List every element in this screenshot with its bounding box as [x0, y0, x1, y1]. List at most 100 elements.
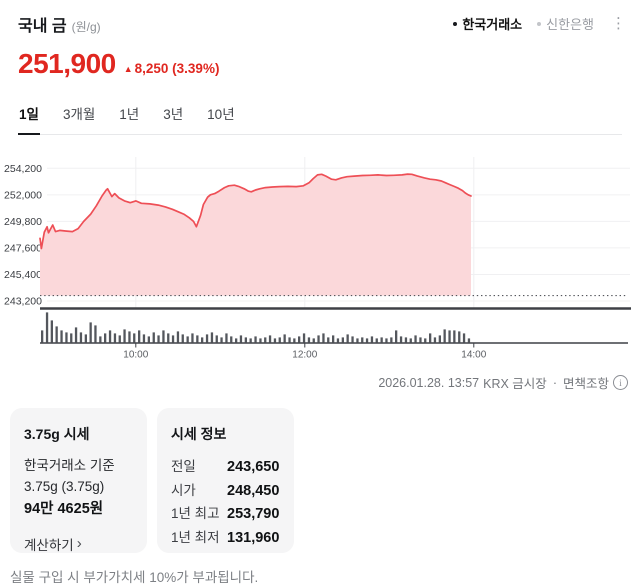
volume-bar	[365, 338, 369, 343]
volume-bar	[205, 334, 209, 343]
card-title: 시세 정보	[171, 426, 227, 442]
volume-bar	[118, 335, 121, 343]
card-title: 3.75g 시세	[24, 426, 90, 442]
unit-price-card: 3.75g 시세 한국거래소 기준 3.75g (3.75g) 94만 4625…	[10, 408, 147, 553]
volume-bar	[123, 329, 126, 343]
volume-bar	[41, 330, 44, 343]
x-axis-label: 14:00	[461, 350, 486, 361]
chevron-right-icon: ›	[76, 535, 82, 553]
quote-row-open: 시가 248,450	[171, 482, 280, 499]
current-price: 251,900	[18, 48, 116, 79]
tab-3year[interactable]: 3년	[163, 107, 184, 122]
kebab-menu-icon[interactable]: ⋮	[611, 15, 626, 32]
volume-bar	[458, 331, 461, 343]
volume-bar	[346, 334, 349, 343]
volume-bar	[302, 333, 306, 343]
tab-10year[interactable]: 10년	[207, 107, 235, 122]
volume-bar	[138, 330, 141, 343]
volume-bar	[60, 330, 63, 343]
volume-bar	[361, 337, 364, 343]
volume-bar	[55, 326, 58, 343]
y-axis-label: 245,400	[4, 269, 42, 281]
volume-bar	[186, 336, 189, 343]
volume-bar	[370, 336, 374, 343]
y-axis-label: 254,200	[4, 163, 42, 175]
volume-bar	[70, 333, 73, 343]
volume-bar	[273, 338, 277, 343]
volume-bar	[94, 325, 97, 343]
volume-bar	[395, 330, 398, 343]
disclaimer-link[interactable]: 면책조항	[562, 377, 609, 391]
tab-3month[interactable]: 3개월	[62, 107, 96, 122]
volume-bar	[467, 338, 471, 343]
tab-1year[interactable]: 1년	[119, 107, 140, 122]
volume-bar	[152, 332, 155, 343]
volume-bar	[433, 337, 437, 343]
x-axis-label: 10:00	[123, 350, 148, 361]
volume-bar	[50, 320, 53, 343]
volume-bar	[390, 337, 393, 343]
volume-bar	[404, 337, 408, 343]
tab-1day[interactable]: 1일	[18, 94, 40, 135]
volume-bar	[298, 336, 301, 343]
source-option-krx[interactable]: 한국거래소	[453, 14, 522, 33]
volume-bar	[147, 336, 150, 343]
volume-bar	[65, 332, 68, 343]
volume-bar	[448, 330, 451, 343]
volume-bar	[89, 322, 92, 343]
volume-bar	[380, 337, 383, 343]
volume-bar	[167, 333, 170, 343]
volume-bar	[79, 332, 83, 343]
volume-bar	[196, 335, 199, 343]
volume-bar	[312, 338, 315, 343]
period-tabs: 1일 3개월 1년 3년 10년	[18, 94, 622, 135]
volume-bar	[293, 338, 296, 343]
y-axis-label: 247,600	[4, 242, 42, 254]
volume-bar	[210, 332, 214, 343]
page-title: 국내 금 (원/g)	[18, 12, 101, 36]
change-text: 8,250 (3.39%)	[134, 61, 220, 76]
chart-stamp: 2026.01.28. 13:57 KRX 금시장 · 면책조항 i	[0, 373, 628, 392]
volume-bar	[424, 338, 427, 343]
volume-bar	[268, 335, 272, 343]
volume-bar	[113, 333, 117, 343]
volume-bar	[142, 334, 146, 343]
source-toggle: 한국거래소 신한은행 ⋮	[453, 14, 626, 33]
timestamp: 2026.01.28. 13:57	[378, 375, 480, 390]
volume-bar	[254, 336, 257, 343]
up-arrow-icon: ▲	[123, 64, 133, 74]
volume-bar	[317, 335, 320, 343]
volume-bar	[399, 336, 403, 343]
basis-line: 한국거래소 기준	[24, 458, 115, 473]
source-option-shinhan[interactable]: 신한은행	[537, 14, 594, 33]
calculate-link[interactable]: 계산하기 ›	[24, 535, 82, 553]
volume-bar	[385, 338, 388, 343]
volume-bar	[225, 333, 228, 343]
volume-bar	[443, 329, 446, 343]
volume-bar	[453, 330, 456, 343]
volume-bar	[429, 333, 432, 343]
unit-price-value: 94만 4625원	[24, 500, 104, 517]
price-chart[interactable]: 254,200 252,000 249,800 247,600 245,400 243,2…	[0, 145, 640, 371]
volume-bar	[322, 333, 325, 343]
vat-footnote: 실물 구입 시 부가가치세 10%가 부과됩니다.	[10, 570, 259, 585]
volume-bar	[201, 337, 204, 343]
volume-bar	[332, 335, 335, 343]
volume-bar	[239, 335, 243, 343]
quote-row-year-low: 1년 최저 131,960	[171, 529, 280, 546]
bullet-icon	[537, 21, 542, 26]
volume-bar	[414, 335, 417, 343]
volume-bar	[162, 330, 165, 343]
volume-bar	[351, 336, 354, 343]
volume-bar	[171, 335, 175, 343]
price-change: ▲ 8,250 (3.39%)	[124, 61, 220, 76]
x-axis-label: 12:00	[292, 350, 317, 361]
price-row: 251,900 ▲ 8,250 (3.39%)	[18, 48, 626, 80]
volume-bar	[176, 331, 180, 343]
volume-bar	[191, 333, 194, 343]
info-icon[interactable]: i	[613, 375, 628, 390]
quote-row-year-high: 1년 최고 253,790	[171, 506, 280, 522]
chart-canvas[interactable]: 254,200 252,000 249,800 247,600 245,400 243,2…	[0, 145, 640, 371]
volume-bar	[133, 333, 136, 343]
